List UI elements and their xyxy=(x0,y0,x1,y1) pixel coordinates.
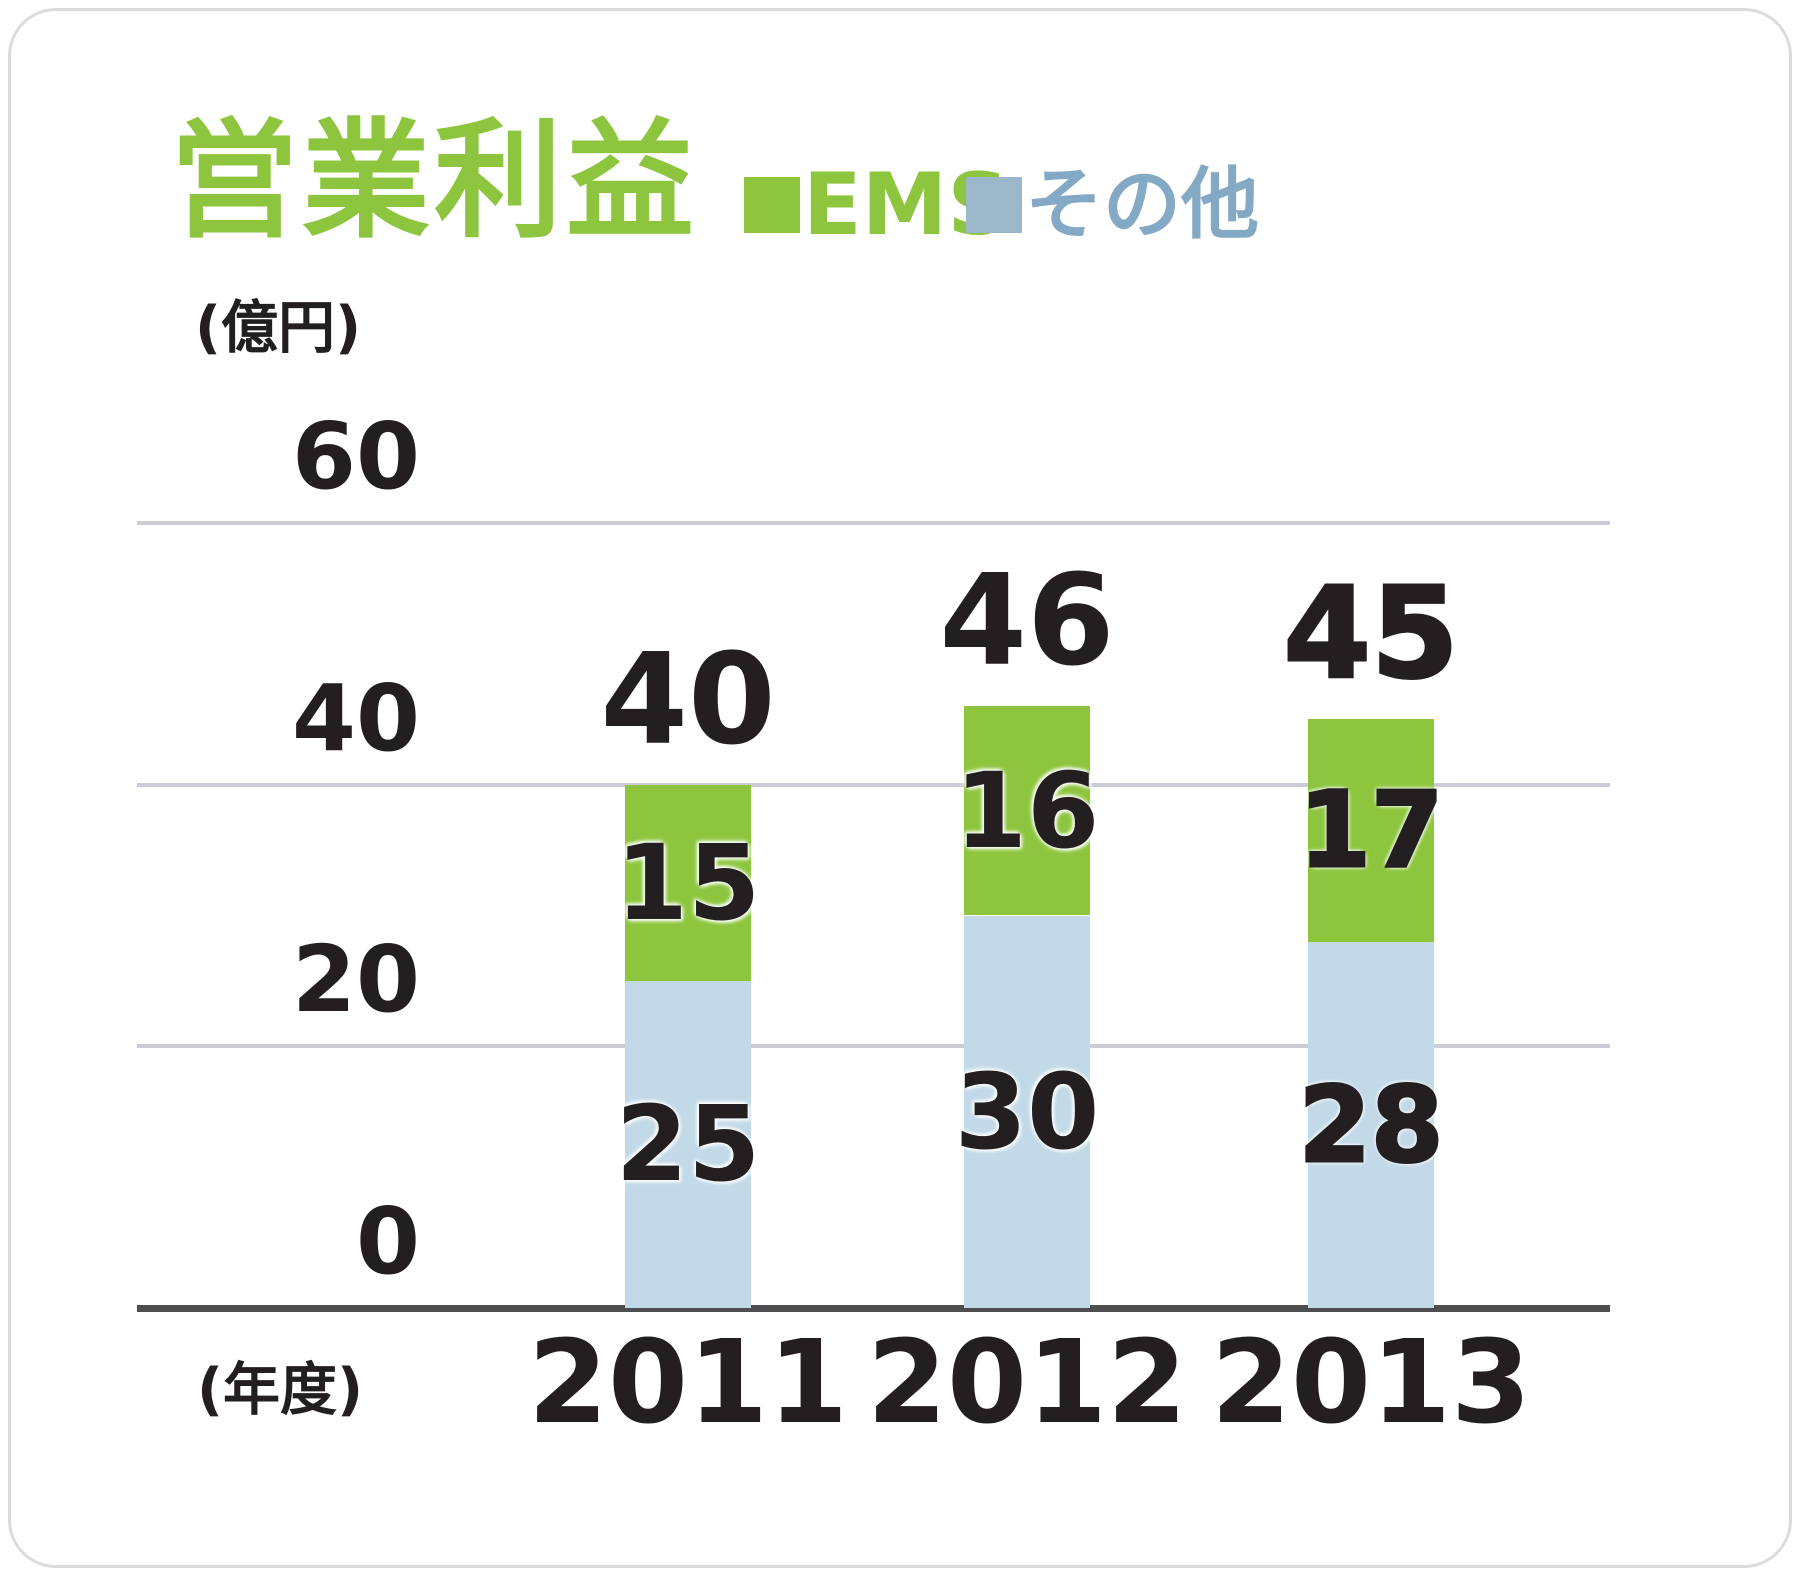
bar-segment-ems xyxy=(964,706,1090,916)
bar-segment-value-label-ems: 15 xyxy=(615,821,761,944)
bar-segment-ems xyxy=(625,784,751,981)
bar-segment-value-label-other: 30 xyxy=(954,1050,1100,1173)
gridline-40 xyxy=(137,782,1610,787)
bar-total-label: 45 xyxy=(1282,559,1460,707)
bar-total-label: 40 xyxy=(600,625,776,773)
bar-segment-value-label-other: 28 xyxy=(1297,1063,1445,1186)
gridline-20 xyxy=(137,1044,1610,1049)
legend-swatch-other xyxy=(966,177,1022,233)
bar-segment-value-label-other: 25 xyxy=(615,1083,761,1206)
x-axis-unit-label: (年度) xyxy=(197,1357,364,1423)
y-tick-label: 20 xyxy=(291,926,420,1034)
bar-segment-ems xyxy=(1308,719,1434,942)
bar-segment-other xyxy=(625,980,751,1308)
y-tick-label: 40 xyxy=(291,664,420,772)
bar-segment-value-label-ems: 17 xyxy=(1297,769,1445,892)
legend-label-other: その他 xyxy=(1025,160,1260,250)
legend-swatch-ems xyxy=(744,177,800,233)
y-tick-label: 60 xyxy=(291,403,420,510)
bar-segment-other xyxy=(964,915,1090,1308)
x-tick-label: 2013 xyxy=(1210,1316,1532,1450)
x-tick-label: 2011 xyxy=(527,1316,849,1450)
bar-segment-other xyxy=(1308,941,1434,1308)
y-tick-label: 0 xyxy=(355,1188,420,1295)
bar-segment-value-label-ems: 16 xyxy=(954,749,1100,872)
chart-title: 営業利益 xyxy=(170,107,699,256)
gridline-60 xyxy=(137,521,1610,525)
x-tick-label: 2012 xyxy=(866,1316,1188,1450)
y-axis-unit-label: (億円) xyxy=(195,295,362,361)
bar-total-label: 46 xyxy=(939,546,1115,694)
legend-item-other: その他 xyxy=(966,166,1259,244)
x-axis-line xyxy=(137,1305,1610,1312)
